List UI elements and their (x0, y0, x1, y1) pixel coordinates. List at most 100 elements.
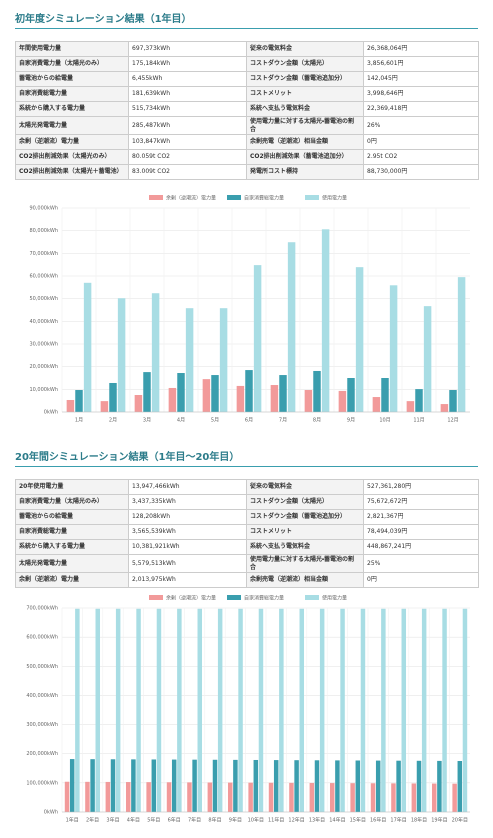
row-label: 従来の電気料金 (246, 41, 364, 57)
bar (212, 759, 218, 812)
legend-label: 余剰（逆潮流）電力量 (166, 194, 216, 201)
x-tick-label: 12年目 (288, 817, 304, 824)
bar (117, 298, 126, 412)
bar (75, 608, 80, 812)
bar (279, 375, 287, 412)
row-value: 2,821,367円 (363, 509, 479, 525)
bar (416, 760, 422, 812)
y-tick-label: 300,000kWh (26, 722, 58, 728)
bar (197, 608, 203, 812)
table-row: 系統から購入する電力量 515,734kWh 系統へ支払う電気料金 22,369,41… (15, 101, 479, 117)
bar (64, 781, 70, 812)
row-value: 83.009t CO2 (128, 164, 247, 180)
bar (304, 390, 313, 412)
x-tick-label: 13年目 (309, 817, 325, 824)
legend-label: 余剰（逆潮流）電力量 (166, 594, 216, 601)
row-label: 従来の電気料金 (246, 479, 364, 495)
row-label: 余剰売電（逆潮流）相当金額 (246, 134, 364, 150)
legend-swatch (227, 195, 241, 200)
bar (171, 759, 177, 812)
table-row: 余剰（逆潮流）電力量 2,013,975kWh 余剰売電（逆潮流）相当金額 0円 (15, 572, 479, 588)
bar (177, 608, 182, 812)
row-label: 年間使用電力量 (15, 41, 129, 57)
bar (217, 608, 223, 812)
y-tick-label: 60,000kWh (29, 274, 58, 280)
bar (396, 760, 401, 812)
row-value: 3,998,646円 (363, 86, 479, 102)
y-tick-label: 100,000kWh (26, 780, 58, 786)
legend-label: 自家消費総電力量 (244, 594, 284, 601)
bar (227, 782, 233, 812)
bar (350, 783, 355, 812)
row-label: 自家消費電力量（太陽光のみ） (15, 494, 129, 510)
y-tick-label: 30,000kWh (29, 342, 58, 348)
bar (238, 608, 243, 812)
y-tick-label: 500,000kWh (26, 664, 58, 670)
bar (233, 759, 238, 812)
row-value: 2.95t CO2 (363, 149, 479, 165)
bar (156, 608, 162, 812)
y-tick-label: 200,000kWh (26, 751, 58, 757)
x-tick-label: 20年目 (452, 817, 468, 824)
bar (236, 385, 245, 412)
row-label: 余剰（逆潮流）電力量 (15, 572, 129, 588)
legend-swatch (305, 195, 319, 200)
x-tick-label: 6年目 (168, 817, 181, 824)
row-value: 142,045円 (363, 71, 479, 87)
y-tick-label: 50,000kWh (29, 296, 58, 302)
bar (421, 608, 427, 812)
table-row: 20年使用電力量 13,947,466kWh 従来の電気料金 527,361,280円 (15, 479, 479, 495)
bar (136, 608, 141, 812)
bar (69, 759, 75, 812)
row-value: 175,184kWh (128, 56, 247, 72)
bar (100, 401, 109, 412)
bar (90, 759, 95, 812)
summary-table: 年間使用電力量 697,373kWh 従来の電気料金 26,368,064円 自家消費電… (15, 41, 479, 180)
bar (423, 306, 432, 412)
table-row: CO2排出削減効果（太陽光＋蓄電池） 83.009t CO2 発電所コスト標持 88,… (15, 164, 479, 180)
x-tick-label: 9月 (347, 418, 355, 424)
y-tick-label: 700,000kWh (26, 606, 58, 612)
row-value: 2,013,975kWh (128, 572, 247, 588)
bar (370, 783, 376, 812)
bar (457, 761, 463, 812)
bar (109, 382, 117, 412)
bar (115, 608, 121, 812)
bar (85, 781, 90, 812)
row-label: コストダウン金額（太陽光） (246, 494, 364, 510)
bar (360, 608, 366, 812)
x-tick-label: 10年目 (248, 817, 264, 824)
bar (253, 265, 262, 412)
legend-swatch (149, 595, 163, 600)
x-tick-label: 10月 (379, 418, 390, 424)
summary-table: 20年使用電力量 13,947,466kWh 従来の電気料金 527,361,280円… (15, 479, 479, 588)
bar (143, 372, 151, 412)
bar (411, 783, 417, 812)
bar (83, 282, 92, 412)
row-value: 527,361,280円 (363, 479, 479, 495)
y-tick-label: 600,000kWh (26, 635, 58, 641)
legend-label: 自家消費総電力量 (244, 194, 284, 201)
bar (219, 308, 228, 412)
row-value: 3,856,601円 (363, 56, 479, 72)
row-label: 系統へ支払う電気料金 (246, 539, 364, 555)
bar (253, 759, 259, 812)
row-label: 自家消費総電力量 (15, 86, 129, 102)
x-tick-label: 11年目 (268, 817, 284, 824)
bar (131, 759, 136, 812)
x-tick-label: 4月 (177, 418, 185, 424)
bar (279, 608, 284, 812)
row-value: 88,730,000円 (363, 164, 479, 180)
row-value: 75,672,672円 (363, 494, 479, 510)
bar (105, 781, 111, 812)
legend-swatch (149, 195, 163, 200)
table-row: CO2排出削減効果（太陽光のみ） 80.059t CO2 CO2排出削減効果（蓄電池… (15, 149, 479, 165)
row-label: コストメリット (246, 86, 364, 102)
row-value: 5,579,513kWh (128, 554, 247, 573)
x-tick-label: 15年目 (350, 817, 366, 824)
bar (95, 608, 101, 812)
row-value: 13,947,466kWh (128, 479, 247, 495)
bar (431, 783, 437, 812)
x-tick-label: 11月 (413, 418, 424, 424)
